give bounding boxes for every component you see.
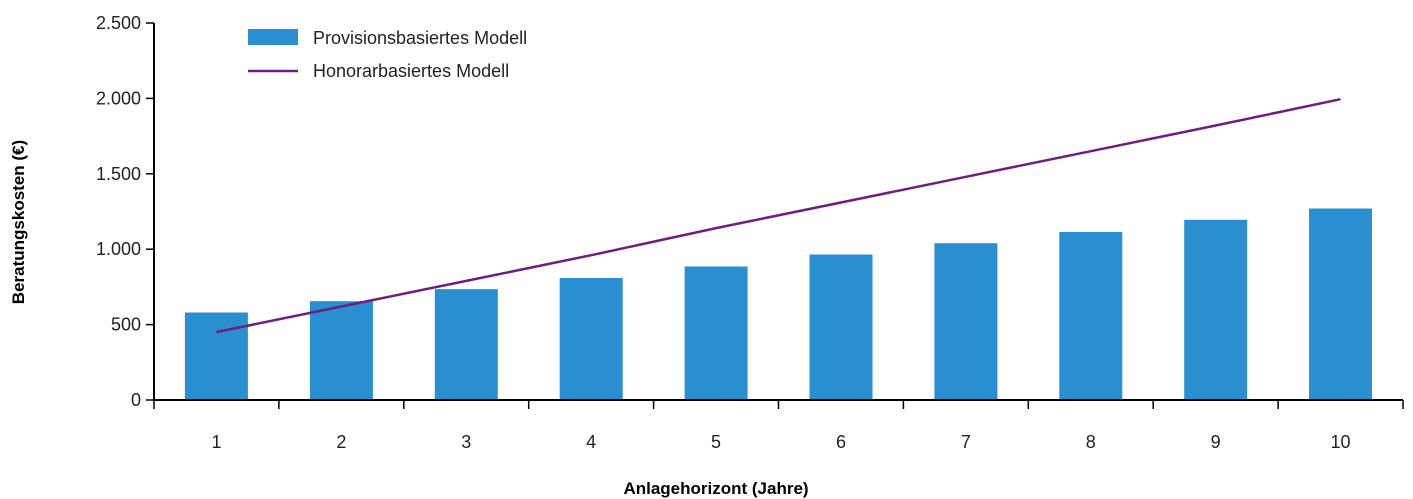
x-tick-label: 1: [211, 432, 221, 452]
x-tick-label: 8: [1086, 432, 1096, 452]
y-tick-label: 500: [111, 315, 141, 335]
y-tick-label: 2.500: [96, 13, 141, 33]
y-tick-label: 1.500: [96, 164, 141, 184]
x-tick-label: 7: [961, 432, 971, 452]
x-tick-label: 2: [336, 432, 346, 452]
legend-swatch-bar: [248, 29, 298, 45]
x-tick-label: 6: [836, 432, 846, 452]
bar-provision-1: [184, 312, 248, 400]
bar-provision-2: [309, 301, 373, 400]
bar-provision-10: [1309, 208, 1372, 400]
y-axis-title: Beratungskosten (€): [9, 140, 28, 304]
x-axis-title: Anlagehorizont (Jahre): [623, 479, 808, 498]
bar-provision-3: [434, 289, 498, 400]
x-tick-label: 9: [1211, 432, 1221, 452]
bar-provision-4: [559, 277, 623, 400]
x-tick-label: 4: [586, 432, 596, 452]
bar-provision-6: [809, 254, 873, 400]
x-tick-label: 3: [461, 432, 471, 452]
legend: Provisionsbasiertes Modell Honorarbasier…: [248, 28, 527, 81]
line-group: [216, 97, 1341, 334]
legend-label-bar: Provisionsbasiertes Modell: [313, 28, 527, 48]
ticks-group: 0 500 1.000 1.500 2.000 2.500 1 2 3 4 5 6 7 8 9 10: [96, 13, 1404, 452]
x-tick-label: 5: [711, 432, 721, 452]
bar-provision-7: [934, 243, 998, 400]
y-tick-label: 2.000: [96, 88, 141, 108]
bar-provision-8: [1059, 231, 1123, 400]
bars-group: [184, 208, 1372, 400]
legend-label-line: Honorarbasiertes Modell: [313, 61, 509, 81]
bar-provision-9: [1184, 219, 1248, 400]
y-tick-label: 1.000: [96, 239, 141, 259]
line-honorar: [216, 97, 1341, 334]
x-tick-label: 10: [1331, 432, 1351, 452]
bar-provision-5: [684, 266, 748, 400]
y-tick-label: 0: [131, 390, 141, 410]
